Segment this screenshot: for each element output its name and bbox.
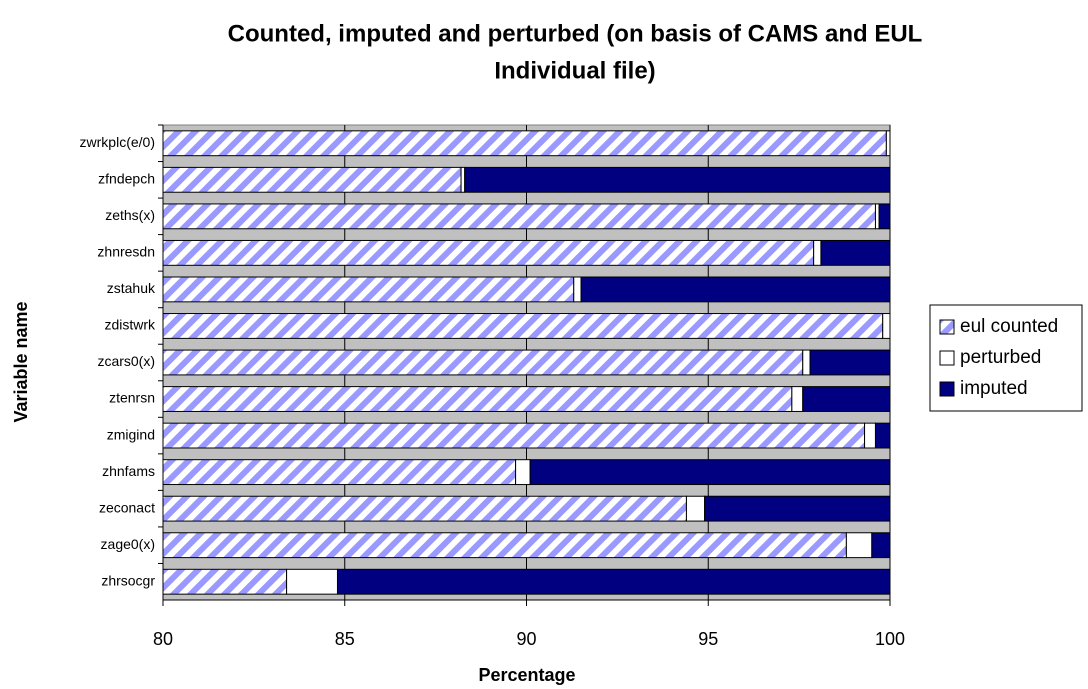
bar-segment: [882, 313, 890, 339]
bar-segment: [885, 130, 890, 157]
y-tick-label: zhnfams: [102, 463, 155, 479]
bar-segment: [286, 568, 338, 595]
bar-segment: [874, 422, 890, 449]
x-tick-label: 95: [698, 629, 718, 649]
bar-segment: [802, 386, 890, 412]
x-tick-label: 90: [516, 629, 536, 649]
y-axis-label: Variable name: [11, 301, 31, 422]
bar-segment: [163, 166, 462, 193]
legend-label: perturbed: [960, 347, 1041, 368]
y-tick-label: zhnresdn: [97, 244, 155, 260]
legend-label: eul counted: [960, 316, 1058, 337]
bar-segment: [864, 422, 876, 449]
bar-segment: [529, 459, 890, 486]
bar-segment: [460, 166, 466, 193]
y-tick-label: zhrsocgr: [101, 572, 155, 588]
chart-title: Individual file): [494, 57, 655, 84]
x-tick-label: 80: [153, 629, 173, 649]
legend-swatch: [939, 319, 955, 335]
bar-segment: [573, 276, 582, 303]
bar-segment: [163, 459, 517, 486]
bar-segment: [704, 495, 890, 522]
bar-segment: [163, 239, 815, 266]
legend-swatch: [939, 381, 955, 397]
legend-swatch: [939, 350, 955, 366]
legend-label: imputed: [960, 378, 1028, 399]
y-tick-label: zmigind: [107, 426, 155, 442]
y-tick-label: zwrkplc(e/0): [80, 134, 155, 150]
bar-segment: [163, 276, 575, 303]
x-tick-label: 85: [335, 629, 355, 649]
bar-segment: [813, 239, 822, 266]
y-tick-label: zeconact: [99, 499, 155, 515]
chart-title: Counted, imputed and perturbed (on basis…: [228, 20, 923, 47]
bar-segment: [580, 276, 890, 303]
bar-segment: [820, 239, 890, 266]
bar-segment: [871, 532, 890, 559]
bar-segment: [845, 532, 873, 559]
y-tick-label: ztenrsn: [109, 390, 155, 406]
y-tick-label: zeths(x): [105, 207, 155, 223]
bars: [163, 130, 890, 595]
y-tick-label: zage0(x): [101, 536, 155, 552]
y-tick-label: zfndepch: [98, 171, 155, 187]
y-tick-label: zstahuk: [107, 280, 156, 296]
bar-segment: [802, 349, 811, 376]
bar-segment: [878, 203, 890, 230]
bar-segment: [464, 166, 890, 193]
bar-segment: [874, 203, 880, 230]
y-tick-label: zdistwrk: [104, 317, 156, 333]
bar-segment: [809, 349, 890, 376]
legend-box: [929, 304, 1083, 412]
bar-segment: [791, 386, 804, 412]
bar-segment: [685, 495, 706, 522]
x-tick-label: 100: [875, 629, 905, 649]
bar-segment: [515, 459, 531, 486]
y-tick-label: zcars0(x): [97, 353, 155, 369]
x-axis-label: Percentage: [478, 665, 575, 685]
bar-segment: [336, 568, 890, 595]
